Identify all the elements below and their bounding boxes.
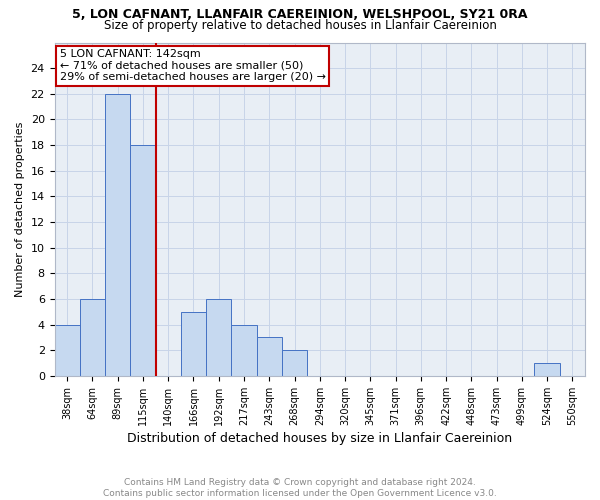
Bar [282, 350, 307, 376]
Bar [232, 324, 257, 376]
Bar [105, 94, 130, 376]
Text: Size of property relative to detached houses in Llanfair Caereinion: Size of property relative to detached ho… [104, 19, 496, 32]
Text: Contains HM Land Registry data © Crown copyright and database right 2024.
Contai: Contains HM Land Registry data © Crown c… [103, 478, 497, 498]
Bar [257, 338, 282, 376]
X-axis label: Distribution of detached houses by size in Llanfair Caereinion: Distribution of detached houses by size … [127, 432, 512, 445]
Bar [80, 299, 105, 376]
Y-axis label: Number of detached properties: Number of detached properties [15, 122, 25, 297]
Bar [181, 312, 206, 376]
Bar [130, 145, 155, 376]
Bar [55, 324, 80, 376]
Bar [206, 299, 232, 376]
Text: 5 LON CAFNANT: 142sqm
← 71% of detached houses are smaller (50)
29% of semi-deta: 5 LON CAFNANT: 142sqm ← 71% of detached … [60, 49, 326, 82]
Bar [535, 363, 560, 376]
Text: 5, LON CAFNANT, LLANFAIR CAEREINION, WELSHPOOL, SY21 0RA: 5, LON CAFNANT, LLANFAIR CAEREINION, WEL… [72, 8, 528, 20]
